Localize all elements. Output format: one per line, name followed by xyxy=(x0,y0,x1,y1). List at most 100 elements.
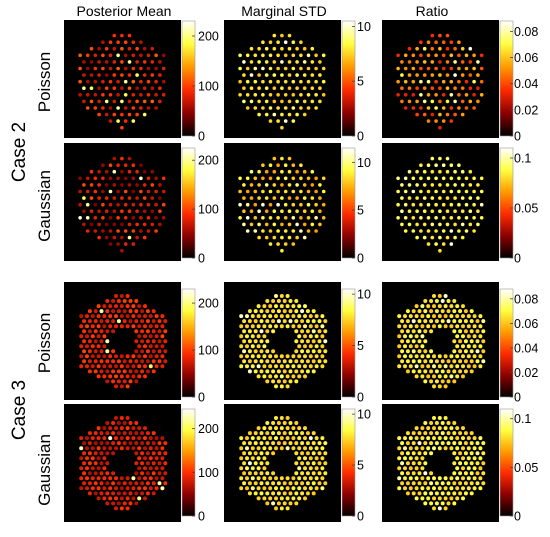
pixel-cell xyxy=(437,426,442,431)
pixel-cell xyxy=(305,319,310,324)
pixel-cell xyxy=(463,451,468,456)
pixel-cell xyxy=(437,314,442,319)
pixel-cell xyxy=(449,66,454,71)
pixel-cell xyxy=(414,476,419,481)
colorbar xyxy=(499,288,514,398)
pixel-cell xyxy=(460,235,465,240)
pixel-cell xyxy=(271,379,276,384)
pixel-cell xyxy=(303,314,307,319)
pixel-cell xyxy=(306,79,311,84)
pixel-cell xyxy=(306,202,311,207)
pixel-cell xyxy=(135,60,139,64)
pixel-cell xyxy=(145,451,150,456)
pixel-cell xyxy=(403,93,408,97)
pixel-cell xyxy=(479,53,484,58)
pixel-cell xyxy=(274,364,278,369)
colorbar-tick-label: 0 xyxy=(357,510,364,524)
pixel-cell xyxy=(478,354,483,359)
pixel-cell xyxy=(455,446,460,451)
pixel-cell xyxy=(468,169,473,174)
pixel-cell xyxy=(134,481,139,486)
pixel-cell xyxy=(142,112,147,117)
pixel-cell xyxy=(426,324,431,329)
pixel-cell xyxy=(114,486,118,491)
pixel-cell xyxy=(323,349,328,354)
pixel-cell xyxy=(426,486,431,491)
pixel-cell xyxy=(440,481,445,486)
pixel-cell xyxy=(469,431,474,436)
pixel-cell xyxy=(417,319,422,324)
pixel-cell xyxy=(422,235,427,240)
pixel-cell xyxy=(135,73,139,77)
pixel-cell xyxy=(146,53,151,58)
pixel-cell xyxy=(449,324,454,329)
pixel-cell xyxy=(294,441,299,446)
pixel-cell xyxy=(420,476,425,481)
pixel-cell xyxy=(265,299,270,303)
pixel-cell xyxy=(310,99,315,104)
pixel-cell xyxy=(271,451,276,456)
pixel-cell xyxy=(295,99,299,104)
pixel-cell xyxy=(143,314,147,319)
pixel-cell xyxy=(245,364,249,369)
pixel-cell xyxy=(299,106,303,110)
pixel-cell xyxy=(93,481,98,486)
pixel-cell xyxy=(274,426,278,431)
heatmap-panel xyxy=(382,282,499,400)
pixel-cell xyxy=(253,461,258,466)
pixel-cell xyxy=(411,202,416,207)
pixel-cell xyxy=(90,334,95,339)
pixel-cell xyxy=(262,466,267,471)
pixel-cell xyxy=(264,99,269,104)
pixel-cell xyxy=(104,73,109,77)
pixel-cell xyxy=(280,86,284,90)
pixel-cell xyxy=(101,163,105,167)
pixel-cell xyxy=(247,329,252,334)
pixel-cell xyxy=(299,40,303,44)
pixel-cell xyxy=(308,314,313,319)
pixel-cell xyxy=(257,60,261,64)
pixel-cell xyxy=(291,216,296,220)
pixel-cell xyxy=(430,169,435,174)
pixel-cell xyxy=(458,329,463,334)
pixel-cell xyxy=(104,169,109,174)
pixel-cell xyxy=(476,183,480,187)
pixel-cell xyxy=(145,349,150,354)
pixel-cell xyxy=(411,481,416,486)
pixel-cell xyxy=(161,176,166,181)
pixel-cell xyxy=(305,431,310,436)
pixel-cell xyxy=(280,156,284,161)
pixel-cell xyxy=(400,481,405,486)
pixel-cell xyxy=(306,216,311,220)
pixel-cell xyxy=(303,344,307,349)
pixel-cell xyxy=(303,334,307,339)
pixel-cell xyxy=(253,369,258,374)
pixel-cell xyxy=(140,431,145,436)
pixel-cell xyxy=(242,222,246,227)
pixel-cell xyxy=(479,216,484,220)
pixel-cell xyxy=(460,60,465,64)
pixel-cell xyxy=(308,446,313,451)
pixel-cell xyxy=(120,222,124,227)
colorbar-tick-label: 5 xyxy=(357,75,364,89)
pixel-cell xyxy=(461,314,465,319)
pixel-cell xyxy=(295,222,299,227)
pixel-cell xyxy=(134,431,139,436)
pixel-cell xyxy=(461,466,465,471)
pixel-cell xyxy=(420,354,425,359)
pixel-cell xyxy=(446,421,451,425)
pixel-cell xyxy=(245,334,249,339)
pixel-cell xyxy=(476,60,480,64)
pixel-cell xyxy=(265,379,270,384)
pixel-cell xyxy=(143,364,147,369)
colorbar-tick-label: 5 xyxy=(357,459,364,473)
pixel-cell xyxy=(420,446,425,451)
pixel-cell xyxy=(437,506,442,511)
pixel-cell xyxy=(311,369,316,374)
pixel-cell xyxy=(259,309,264,314)
pixel-cell xyxy=(455,354,460,359)
pixel-cell xyxy=(253,79,258,84)
pixel-cell xyxy=(419,216,423,220)
pixel-cell xyxy=(303,486,307,491)
pixel-cell xyxy=(160,486,165,491)
